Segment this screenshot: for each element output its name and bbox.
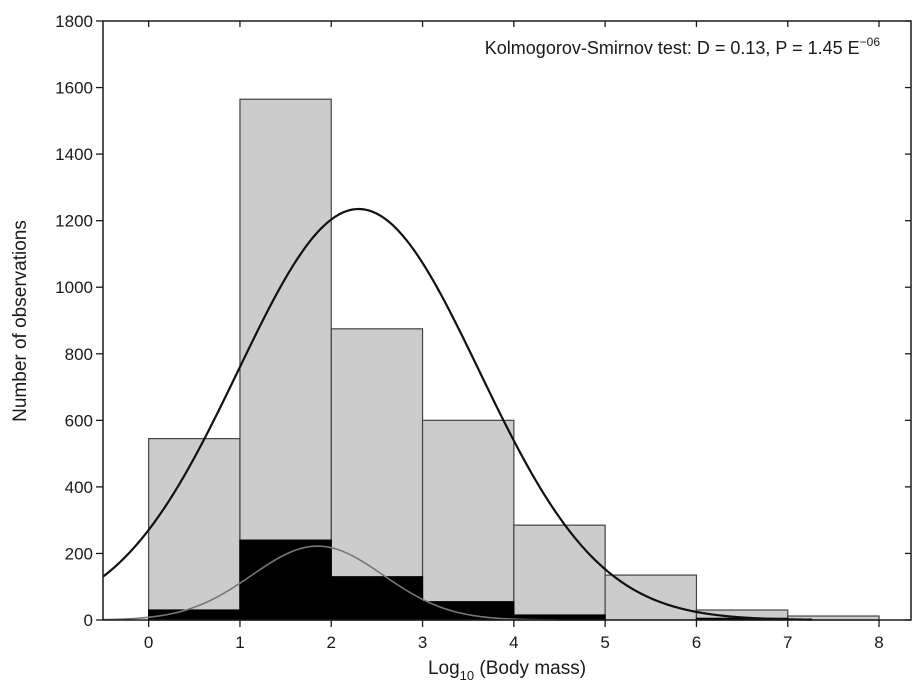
y-tick-label: 200 (65, 544, 93, 563)
y-axis-label: Number of observations (10, 220, 31, 422)
y-tick-label: 400 (65, 478, 93, 497)
gray-bar-bin-0 (148, 438, 241, 621)
black-bar-bin-2 (330, 576, 424, 621)
normal-curve-total (102, 207, 813, 621)
axis-ticks: 0 1 2 3 4 5 6 7 8 0 200 400 600 800 1000 1200 1400 1600 18… (55, 12, 911, 652)
annotation-text: Kolmogorov-Smirnov test: D = 0.13, P = 1… (485, 35, 881, 58)
x-tick-label: 3 (418, 633, 427, 652)
x-tick-label: 8 (874, 633, 883, 652)
fitted-curves (102, 207, 813, 621)
plot-frame (102, 20, 912, 621)
normal-curve-subset (102, 545, 558, 621)
black-bar-bin-1 (239, 539, 332, 621)
x-tick-label: 1 (235, 633, 244, 652)
gray-bar-bin-4 (513, 524, 606, 621)
gray-bar-bin-3 (421, 419, 515, 621)
y-tick-label: 1600 (55, 79, 93, 98)
x-tick-label: 4 (509, 633, 518, 652)
y-tick-label: 1400 (55, 145, 93, 164)
y-tick-label: 0 (84, 611, 93, 630)
x-tick-label: 6 (692, 633, 701, 652)
gray-bar-bin-1 (239, 98, 332, 621)
y-tick-label: 1200 (55, 212, 93, 231)
black-bar-bin-3 (421, 601, 515, 621)
gray-bars (148, 98, 880, 621)
black-bars (148, 539, 789, 621)
y-tick-label: 1000 (55, 278, 93, 297)
x-tick-label: 7 (783, 633, 792, 652)
y-tick-label: 800 (65, 345, 93, 364)
gray-bar-bin-2 (330, 328, 424, 621)
y-tick-label: 1800 (55, 12, 93, 31)
x-tick-label: 2 (327, 633, 336, 652)
x-tick-label: 5 (600, 633, 609, 652)
x-tick-label: 0 (144, 633, 153, 652)
x-axis-label: Log10 (Body mass) (428, 658, 586, 683)
y-tick-label: 600 (65, 411, 93, 430)
